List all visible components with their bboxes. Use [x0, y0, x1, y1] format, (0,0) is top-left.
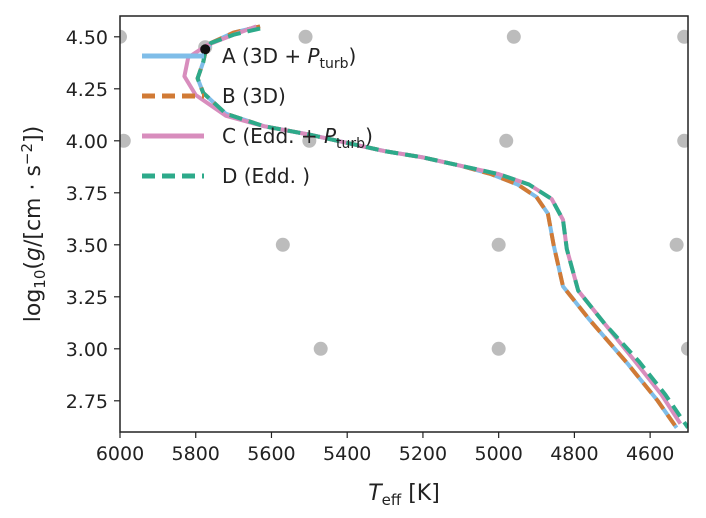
- legend-label-c: C (Edd. + Pturb): [222, 124, 373, 152]
- legend-label-a: A (3D + Pturb): [222, 44, 356, 72]
- y-tick-label: 4.00: [66, 131, 108, 153]
- legend-label-b: B (3D): [222, 84, 286, 108]
- grid-point: [677, 133, 688, 148]
- x-tick-label: 5800: [172, 443, 220, 465]
- x-tick-label: 4600: [626, 443, 674, 465]
- y-axis-label: log10(g/[cm · s−2]): [18, 126, 49, 322]
- plot-frame: [119, 15, 689, 433]
- grid-point: [120, 133, 131, 148]
- grid-point: [313, 341, 328, 356]
- x-tick-label: 6000: [96, 443, 144, 465]
- y-tick-label: 3.75: [66, 183, 108, 205]
- grid-point: [506, 29, 521, 44]
- x-tick-label: 5600: [247, 443, 295, 465]
- x-tick-label: 5400: [323, 443, 371, 465]
- x-axis-ticks: 6000 5800 5600 5400 5200 5000 4800 4600: [96, 432, 674, 465]
- legend: A (3D + Pturb) B (3D) C (Edd. + Pturb) D (E…: [142, 44, 373, 188]
- y-tick-label: 4.25: [66, 79, 108, 101]
- grid-point: [120, 29, 127, 44]
- legend-label-d: D (Edd. ): [222, 164, 310, 188]
- grid-points: [120, 29, 688, 356]
- x-axis-label: Teff [K]: [368, 481, 440, 509]
- grid-point: [681, 341, 688, 356]
- series-line-d: [195, 26, 688, 429]
- grid-point: [677, 29, 688, 44]
- grid-point: [298, 29, 313, 44]
- start-marker: [200, 44, 211, 55]
- x-tick-label: 4800: [550, 443, 598, 465]
- grid-point: [669, 237, 684, 252]
- y-tick-label: 4.50: [66, 27, 108, 49]
- grid-point: [499, 133, 514, 148]
- grid-point: [275, 237, 290, 252]
- grid-point: [491, 341, 506, 356]
- y-axis-ticks: 2.75 3.00 3.25 3.50 3.75 4.00 4.25 4.50: [66, 27, 120, 413]
- x-tick-label: 5000: [474, 443, 522, 465]
- y-tick-label: 3.50: [66, 235, 108, 257]
- y-tick-label: 2.75: [66, 391, 108, 413]
- grid-point: [491, 237, 506, 252]
- x-tick-label: 5200: [399, 443, 447, 465]
- y-tick-label: 3.00: [66, 339, 108, 361]
- y-tick-label: 3.25: [66, 287, 108, 309]
- series-layer: [182, 24, 688, 429]
- marker-layer: [200, 44, 211, 55]
